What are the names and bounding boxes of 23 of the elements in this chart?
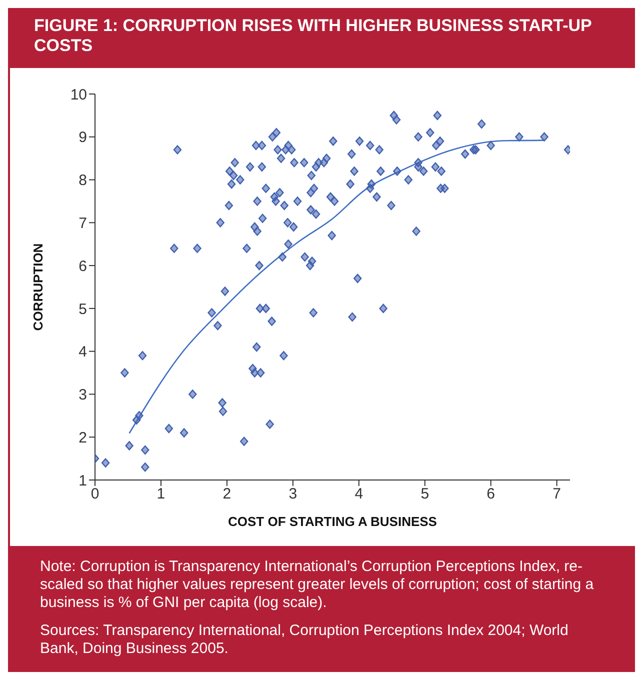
y-tick-label: 10 (70, 86, 87, 104)
x-tick-label: 4 (354, 486, 364, 503)
y-tick-label: 3 (78, 386, 87, 404)
y-axis-title: CORRUPTION (30, 243, 46, 331)
x-tick-label: 3 (288, 486, 298, 503)
source-note: Sources: Transparency International, Corruption Perceptions Index 2004; World Bank, Doing Business 2005. (40, 622, 570, 658)
y-tick-label: 2 (78, 429, 87, 446)
x-tick-label: 7 (552, 486, 561, 503)
y-tick-label: 1 (78, 472, 87, 490)
y-tick-label: 7 (78, 214, 87, 232)
x-tick-label: 6 (486, 486, 496, 503)
x-tick-label: 5 (420, 486, 430, 503)
y-tick-label: 5 (78, 300, 87, 318)
x-tick-label: 2 (222, 486, 232, 503)
y-tick-label: 8 (78, 172, 87, 190)
x-axis-title: COST OF STARTING A BUSINESS (228, 514, 438, 529)
x-tick-label: 1 (156, 486, 166, 503)
y-tick-label: 6 (78, 258, 87, 275)
y-tick-label: 9 (78, 129, 87, 146)
text: Note: Corruption is Transparency International’s Corruption Perceptions Index, re-scaled so that higher values represent greater levels of corruption; cost of starting a business is % of GNI per capita (log scale). (40, 558, 595, 612)
x-tick-label: 0 (90, 486, 100, 503)
chart-title: FIGURE 1: CORRUPTION RISES WITH HIGHER BUSINESS START-UP COSTS (10, 8, 635, 68)
y-tick-label: 4 (78, 344, 87, 361)
